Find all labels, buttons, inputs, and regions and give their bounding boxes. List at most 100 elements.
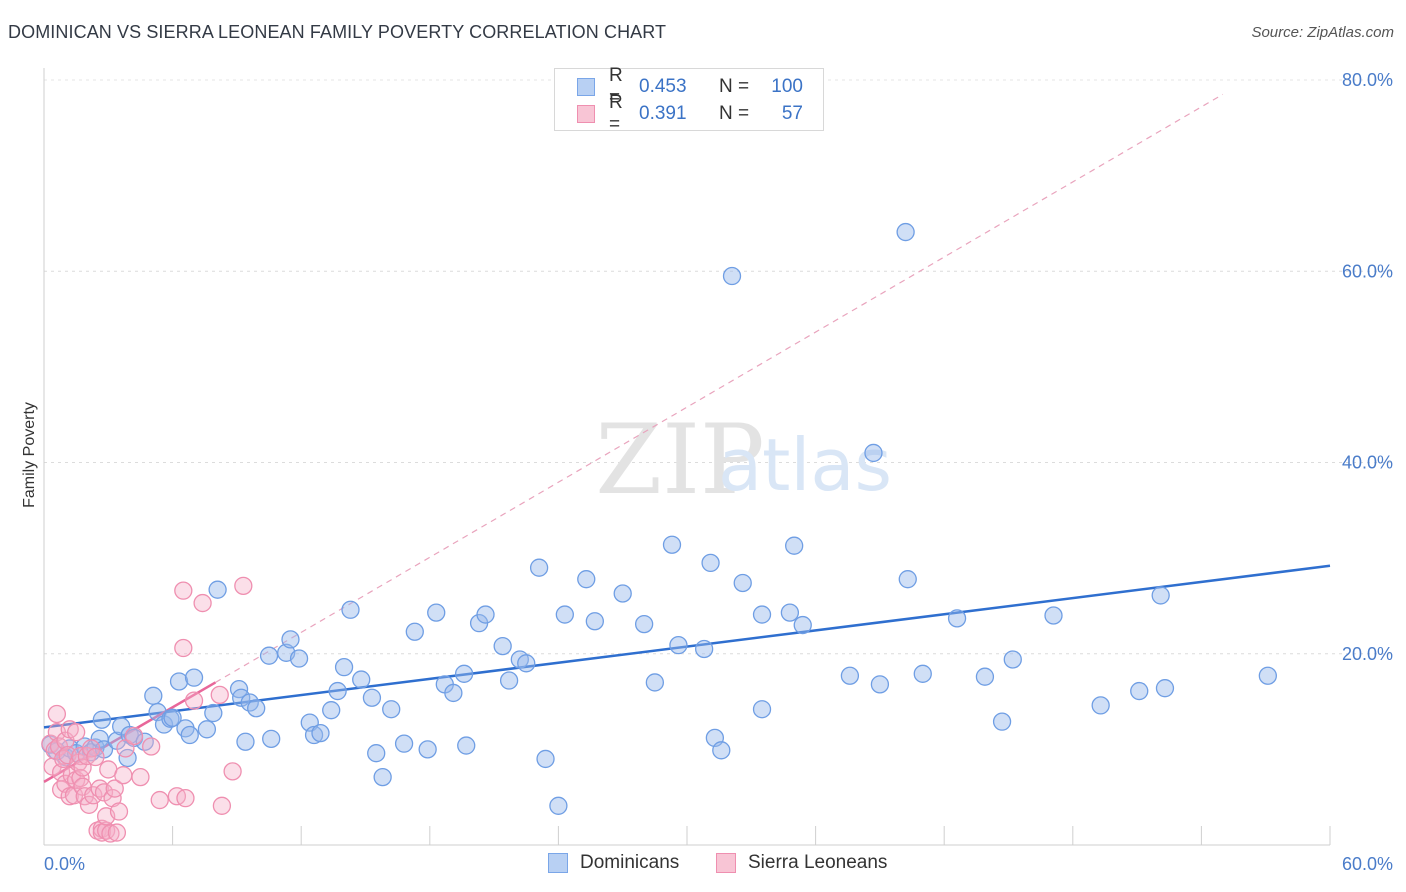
watermark-atlas: atlas xyxy=(718,423,892,507)
dominican-point xyxy=(499,671,519,690)
data-points xyxy=(41,222,1277,843)
dominican-point xyxy=(322,701,341,720)
dominican-point xyxy=(184,668,204,687)
sierra-leonean-point xyxy=(223,762,242,781)
dominican-point xyxy=(259,646,279,665)
source-label: Source: ZipAtlas.com xyxy=(1251,24,1394,41)
y-tick-label: 20.0% xyxy=(1342,644,1393,664)
sierra-leonean-point xyxy=(114,766,133,785)
dominican-point xyxy=(752,605,772,624)
legend-swatch-blue xyxy=(548,853,568,873)
sierra-leonean-point xyxy=(109,802,129,821)
dominican-point xyxy=(722,266,742,286)
dominican-point xyxy=(712,741,731,760)
dominican-point xyxy=(645,673,664,692)
dominican-point xyxy=(289,649,309,668)
dominican-point xyxy=(92,710,112,729)
y-tick-label: 80.0% xyxy=(1342,70,1393,90)
dominican-point xyxy=(444,683,463,703)
sierra-leonean-point xyxy=(184,691,204,710)
dominican-point xyxy=(394,734,414,753)
dominican-point xyxy=(247,699,266,718)
dominican-point xyxy=(144,686,163,705)
dominican-point xyxy=(1044,606,1063,625)
legend-label: Sierra Leoneans xyxy=(748,852,888,873)
chart-title: DOMINICAN VS SIERRA LEONEAN FAMILY POVER… xyxy=(8,22,667,42)
r-value: 0.391 xyxy=(639,103,687,124)
r-label: R = xyxy=(609,92,623,135)
dominican-point xyxy=(169,672,189,691)
dominican-point xyxy=(362,688,382,707)
dominican-point xyxy=(180,725,199,745)
dominican-point xyxy=(536,749,555,769)
legend-row-sierra-leoneans: R = 0.391 N = 57 xyxy=(577,92,803,135)
dominican-point xyxy=(634,614,654,634)
tick-labels: 20.0% 40.0% 60.0% 80.0% 0.0% 60.0% xyxy=(44,70,1393,874)
dominican-point xyxy=(1258,666,1277,685)
dominican-point xyxy=(896,222,915,242)
dominican-point xyxy=(197,720,217,739)
sierra-leonean-point xyxy=(105,779,124,798)
dominican-point xyxy=(669,635,688,655)
legend-label: Dominicans xyxy=(580,852,680,873)
dominican-point xyxy=(898,570,917,589)
dominican-point xyxy=(476,605,495,624)
dominican-point xyxy=(373,767,392,787)
n-value: 100 xyxy=(771,76,803,97)
dominican-point xyxy=(913,664,932,683)
dominican-point xyxy=(427,603,446,622)
dominican-point xyxy=(1155,679,1175,698)
dominican-point xyxy=(870,675,890,694)
dominican-point xyxy=(281,630,300,649)
dominican-point xyxy=(662,535,682,554)
sierra-leonean-point xyxy=(150,790,169,810)
dominican-point xyxy=(785,536,804,555)
r-label: R = xyxy=(609,65,623,108)
dominican-point xyxy=(454,664,474,683)
dominican-point xyxy=(733,573,752,593)
sierra-leonean-point xyxy=(101,824,120,843)
dominican-point xyxy=(1003,650,1022,669)
n-label: N = xyxy=(719,76,750,97)
sierra-leonean-point xyxy=(210,685,229,705)
dominican-point xyxy=(1091,696,1110,715)
dominican-point xyxy=(367,744,386,763)
correlation-legend: R = 0.453 N = 100 R = 0.391 N = 57 xyxy=(554,65,824,135)
n-value: 57 xyxy=(781,103,803,124)
sierra-leonean-point xyxy=(176,788,195,808)
dominican-point xyxy=(864,443,883,463)
sierra-leonean-point xyxy=(174,638,193,658)
sierra-leonean-point xyxy=(142,737,161,756)
dominican-point xyxy=(752,700,772,719)
legend-swatch-blue xyxy=(577,78,595,96)
sierra-leonean-point xyxy=(82,739,101,758)
sierra-leonean-point xyxy=(84,786,103,805)
x-tick-label: 60.0% xyxy=(1342,854,1393,874)
sierra-leonean-point xyxy=(79,795,99,814)
y-tick-label: 60.0% xyxy=(1342,261,1393,281)
legend-swatch-pink xyxy=(716,853,736,873)
dominican-point xyxy=(382,700,401,719)
dominican-point xyxy=(232,688,251,707)
legend-row-dominicans: R = 0.453 N = 100 xyxy=(577,65,803,108)
dominican-point xyxy=(1151,586,1170,605)
dominican-point xyxy=(555,605,574,624)
dominican-point xyxy=(418,740,437,759)
r-value: 0.453 xyxy=(639,76,687,97)
dominican-point xyxy=(334,657,354,677)
trend-line xyxy=(43,681,217,783)
legend-item-dominicans[interactable]: Dominicans xyxy=(548,852,679,874)
sierra-leonean-point xyxy=(174,581,193,600)
dominican-point xyxy=(352,670,371,689)
dominican-point xyxy=(457,736,476,755)
dominican-point xyxy=(405,622,424,641)
legend-item-sierra-leoneans[interactable]: Sierra Leoneans xyxy=(716,852,887,874)
dominican-point xyxy=(1130,681,1149,701)
dominican-point xyxy=(208,580,227,599)
sierra-leonean-point xyxy=(73,758,92,777)
sierra-leonean-point xyxy=(116,739,135,758)
dominican-point xyxy=(793,615,812,635)
dominican-point xyxy=(493,636,512,656)
sierra-leonean-point xyxy=(131,767,150,787)
